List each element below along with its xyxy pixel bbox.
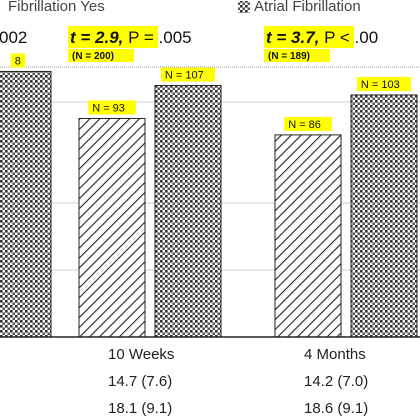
total-n: (N = 189) [268,51,310,62]
stat-text: t = 2.9, P = .005 [70,28,192,47]
x-tick-label: 10 Weeks [108,346,174,363]
n-label-highlight [356,76,412,91]
total-n: (N = 200) [72,51,114,62]
n-label-highlight [10,53,26,68]
n-highlight [264,49,330,62]
summary-rows: 14.7 (7.6) 14.2 (7.0) 18.1 (9.1) 18.6 (9.1) [108,373,368,417]
summary-cell: 14.7 (7.6) [108,373,172,390]
n-label-highlight [88,100,136,115]
legend-entry-0: Fibrillation Yes [8,0,105,15]
x-tick-label: 4 Months [304,346,366,363]
bar-dots [154,85,222,338]
n-label: N = 107 [165,70,204,82]
bar-hatch [78,117,146,338]
summary-cell: 18.1 (9.1) [108,400,172,417]
n-label: N = 86 [288,119,321,131]
x-tick-labels: 10 Weeks 4 Months [108,346,366,363]
summary-cell: 14.2 (7.0) [304,373,368,390]
n-label: N = 93 [92,102,125,114]
summary-cell: 18.6 (9.1) [304,400,368,417]
stat-annotations: 002 t = 2.9, P = .005 (N = 200) t = 3.7, P … [0,26,378,62]
n-label: N = 103 [361,79,400,91]
p-value: P = .005 [123,28,191,47]
stat-highlight [68,26,158,48]
legend: Fibrillation Yes Atrial Fibrillation [8,0,361,15]
bar-dots [0,70,52,338]
legend-swatch-dots [238,1,250,13]
bars: N = 93 N = 86 8 N = 107 N = 103 [0,53,418,338]
t-statistic: t = 2.9, [70,28,123,47]
n-label: 8 [15,55,21,67]
p-value: P < .00 [319,28,378,47]
n-highlight [68,49,134,62]
bar-hatch [274,134,342,338]
stat-text: t = 3.7, P < .00 [266,28,378,47]
p-value: 002 [0,28,27,47]
n-label-highlight [284,116,332,131]
n-label-highlight [160,67,216,82]
t-statistic: t = 3.7, [266,28,319,47]
stat-highlight [264,26,354,48]
legend-entry-1: Atrial Fibrillation [254,0,361,15]
bar-dots [350,94,418,338]
